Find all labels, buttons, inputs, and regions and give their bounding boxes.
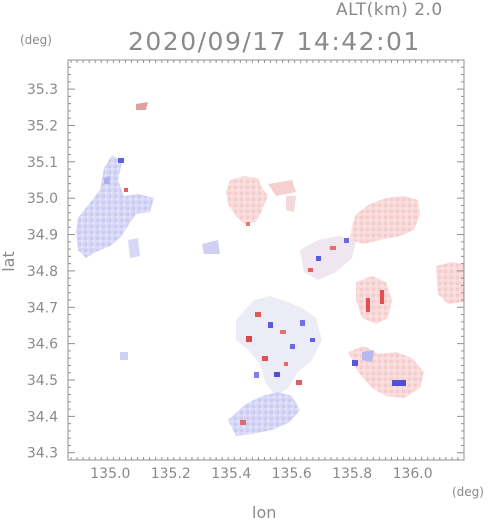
echo-region-west xyxy=(76,155,154,258)
y-tick-label: 34.5 xyxy=(27,373,58,389)
y-tick-label: 34.4 xyxy=(27,409,58,425)
axes-box xyxy=(67,59,465,461)
echo-layer xyxy=(76,102,464,436)
echo-speck xyxy=(286,196,296,212)
y-tick-label: 34.9 xyxy=(27,228,58,244)
echo-region-northeast xyxy=(350,196,420,244)
echo-speck xyxy=(268,180,296,196)
x-tick-labels: 135.0 135.2 135.4 135.6 135.8 136.0 xyxy=(90,466,432,482)
x-tick-label: 135.4 xyxy=(211,466,251,482)
x-tick-label: 135.8 xyxy=(332,466,372,482)
x-axis-unit: (deg) xyxy=(452,485,484,499)
y-tick-label: 35.1 xyxy=(27,155,58,171)
timestamp-title: 2020/09/17 14:42:01 xyxy=(128,27,421,56)
echo-cells xyxy=(118,158,406,425)
echo-region-far-east xyxy=(436,262,464,304)
echo-speck xyxy=(120,352,128,360)
echo-speck xyxy=(202,240,220,254)
x-tick-label: 136.0 xyxy=(393,466,433,482)
y-tick-label: 34.3 xyxy=(27,446,58,462)
x-axis-label: lon xyxy=(252,503,277,522)
y-tick-label: 35.3 xyxy=(27,82,58,98)
altitude-label: ALT(km) 2.0 xyxy=(336,0,443,20)
x-tick-label: 135.6 xyxy=(272,466,312,482)
y-tick-label: 34.6 xyxy=(27,337,58,353)
echo-region-south xyxy=(228,392,300,436)
echo-speck xyxy=(136,102,148,110)
echo-region-center-north xyxy=(300,236,356,280)
echo-speck xyxy=(104,176,110,184)
echo-speck xyxy=(128,238,140,258)
y-tick-label: 35.0 xyxy=(27,191,58,207)
echo-speck xyxy=(362,350,374,362)
plot-frame xyxy=(67,59,465,461)
x-tick-label: 135.0 xyxy=(90,466,130,482)
x-tick-label: 135.2 xyxy=(151,466,191,482)
echo-region-north-center xyxy=(226,176,268,224)
echo-region-east-mid xyxy=(356,276,392,324)
y-axis-unit: (deg) xyxy=(20,33,52,47)
y-tick-labels: 34.3 34.4 34.5 34.6 34.7 34.8 34.9 35.0 35.1 35.2… xyxy=(27,82,58,462)
y-tick-label: 35.2 xyxy=(27,118,58,134)
y-tick-label: 34.7 xyxy=(27,300,58,316)
y-tick-label: 34.8 xyxy=(27,264,58,280)
echo-region-southeast xyxy=(348,346,424,398)
echo-region-center xyxy=(236,296,322,396)
